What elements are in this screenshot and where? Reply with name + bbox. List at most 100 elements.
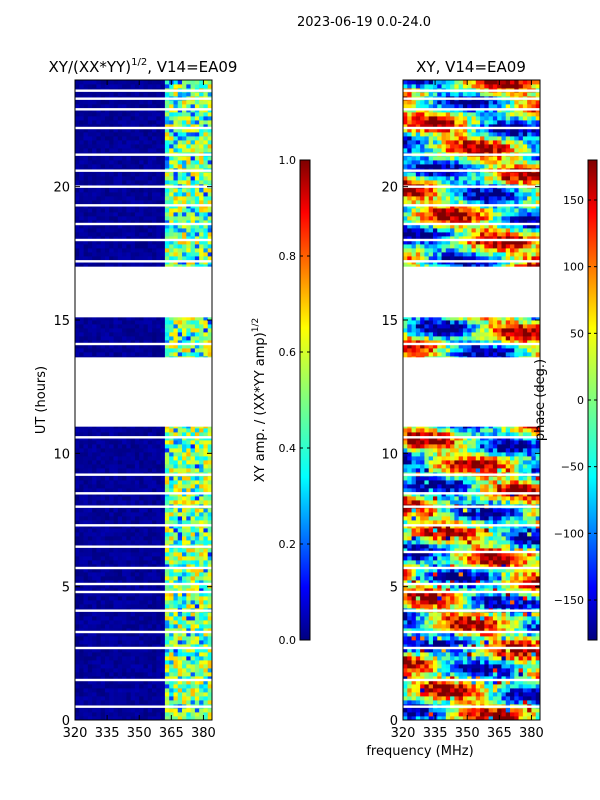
amplitude-heatmap-cell [207, 176, 213, 181]
amplitude-heatmap-cell [143, 456, 149, 461]
amplitude-heatmap-cell [117, 256, 123, 261]
amplitude-heatmap-cell [122, 580, 127, 585]
amplitude-heatmap-cell [113, 324, 119, 329]
amplitude-heatmap-cell [199, 112, 204, 117]
amplitude-heatmap-cell [203, 216, 209, 221]
amplitude-heatmap-cell [186, 488, 191, 493]
amplitude-heatmap-cell [207, 232, 213, 237]
amplitude-heatmap-cell [79, 568, 84, 573]
amplitude-heatmap-cell [186, 328, 191, 333]
amplitude-heatmap-cell [182, 140, 187, 145]
amplitude-heatmap-cell [75, 456, 80, 461]
amplitude-heatmap-cell [130, 512, 136, 517]
amplitude-heatmap-cell [173, 328, 179, 333]
amplitude-heatmap-cell [87, 692, 93, 697]
amplitude-heatmap-cell [173, 216, 179, 221]
amplitude-heatmap-cell [164, 672, 170, 677]
amplitude-heatmap-cell [92, 180, 97, 185]
amplitude-heatmap-cell [113, 192, 119, 197]
amplitude-heatmap-cell [75, 680, 80, 685]
amplitude-heatmap-cell [100, 572, 106, 577]
amplitude-heatmap-cell [152, 516, 157, 521]
amplitude-heatmap-cell [87, 648, 93, 653]
amplitude-heatmap-cell [87, 200, 93, 205]
amplitude-heatmap-cell [177, 440, 183, 445]
amplitude-heatmap-cell [130, 444, 136, 449]
amplitude-heatmap-cell [190, 696, 196, 701]
amplitude-heatmap-cell [173, 112, 179, 117]
amplitude-heatmap-cell [75, 616, 80, 621]
amplitude-heatmap-cell [113, 336, 119, 341]
amplitude-heatmap-cell [117, 560, 123, 565]
amplitude-heatmap-cell [75, 592, 80, 597]
amplitude-heatmap-cell [92, 480, 97, 485]
amplitude-heatmap-cell [177, 580, 183, 585]
amplitude-heatmap-cell [109, 236, 114, 241]
amplitude-heatmap-cell [160, 236, 166, 241]
amplitude-heatmap-cell [109, 576, 114, 581]
amplitude-heatmap-cell [139, 628, 144, 633]
amplitude-heatmap-cell [190, 132, 196, 137]
amplitude-heatmap-cell [160, 652, 166, 657]
amplitude-heatmap-cell [104, 232, 110, 237]
amplitude-heatmap-cell [96, 584, 102, 589]
amplitude-heatmap-cell [186, 200, 191, 205]
amplitude-heatmap-cell [96, 552, 102, 557]
amplitude-heatmap-cell [160, 684, 166, 689]
amplitude-heatmap-cell [83, 172, 89, 177]
amplitude-heatmap-cell [152, 348, 157, 353]
amplitude-heatmap-cell [109, 248, 114, 253]
amplitude-heatmap-cell [79, 448, 84, 453]
amplitude-heatmap-cell [96, 232, 102, 237]
amplitude-heatmap-cell [199, 668, 204, 673]
amplitude-heatmap-cell [113, 560, 119, 565]
amplitude-heatmap-cell [87, 136, 93, 141]
amplitude-heatmap-cell [139, 104, 144, 109]
amplitude-heatmap-cell [207, 456, 213, 461]
amplitude-heatmap-cell [169, 508, 174, 513]
amplitude-heatmap-cell [139, 660, 144, 665]
amplitude-heatmap-cell [194, 488, 200, 493]
amplitude-heatmap-cell [147, 656, 153, 661]
amplitude-heatmap-cell [126, 600, 132, 605]
amplitude-heatmap-cell [134, 136, 140, 141]
amplitude-heatmap-cell [177, 212, 183, 217]
amplitude-heatmap-cell [207, 636, 213, 641]
amplitude-heatmap-cell [79, 476, 84, 481]
amplitude-heatmap-cell [83, 332, 89, 337]
amplitude-heatmap-cell [113, 212, 119, 217]
amplitude-heatmap-cell [164, 332, 170, 337]
amplitude-heatmap-cell [199, 656, 204, 661]
amplitude-heatmap-cell [75, 484, 80, 489]
amplitude-heatmap-cell [156, 480, 162, 485]
amplitude-heatmap-cell [109, 516, 114, 521]
amplitude-heatmap-cell [134, 624, 140, 629]
amplitude-heatmap-cell [92, 560, 97, 565]
amplitude-heatmap-cell [87, 604, 93, 609]
amplitude-heatmap-cell [160, 132, 166, 137]
amplitude-heatmap-cell [130, 604, 136, 609]
amplitude-heatmap-cell [139, 456, 144, 461]
amplitude-heatmap-cell [194, 692, 200, 697]
amplitude-heatmap-cell [117, 676, 123, 681]
amplitude-heatmap-cell [143, 688, 149, 693]
amplitude-heatmap-cell [177, 572, 183, 577]
amplitude-heatmap-cell [164, 328, 170, 333]
amplitude-heatmap-cell [83, 428, 89, 433]
amplitude-heatmap-cell [75, 172, 80, 177]
amplitude-heatmap-cell [199, 428, 204, 433]
amplitude-heatmap-cell [199, 252, 204, 257]
amplitude-heatmap-cell [160, 252, 166, 257]
amplitude-heatmap-cell [203, 580, 209, 585]
amplitude-heatmap-cell [134, 132, 140, 137]
amplitude-heatmap-cell [117, 580, 123, 585]
amplitude-heatmap-cell [87, 116, 93, 121]
amplitude-heatmap-cell [139, 560, 144, 565]
amplitude-heatmap-cell [96, 444, 102, 449]
amplitude-heatmap-cell [130, 672, 136, 677]
amplitude-heatmap-cell [139, 160, 144, 165]
amplitude-heatmap-cell [104, 112, 110, 117]
amplitude-heatmap-cell [182, 240, 187, 245]
amplitude-heatmap-cell [130, 240, 136, 245]
amplitude-heatmap-cell [117, 644, 123, 649]
